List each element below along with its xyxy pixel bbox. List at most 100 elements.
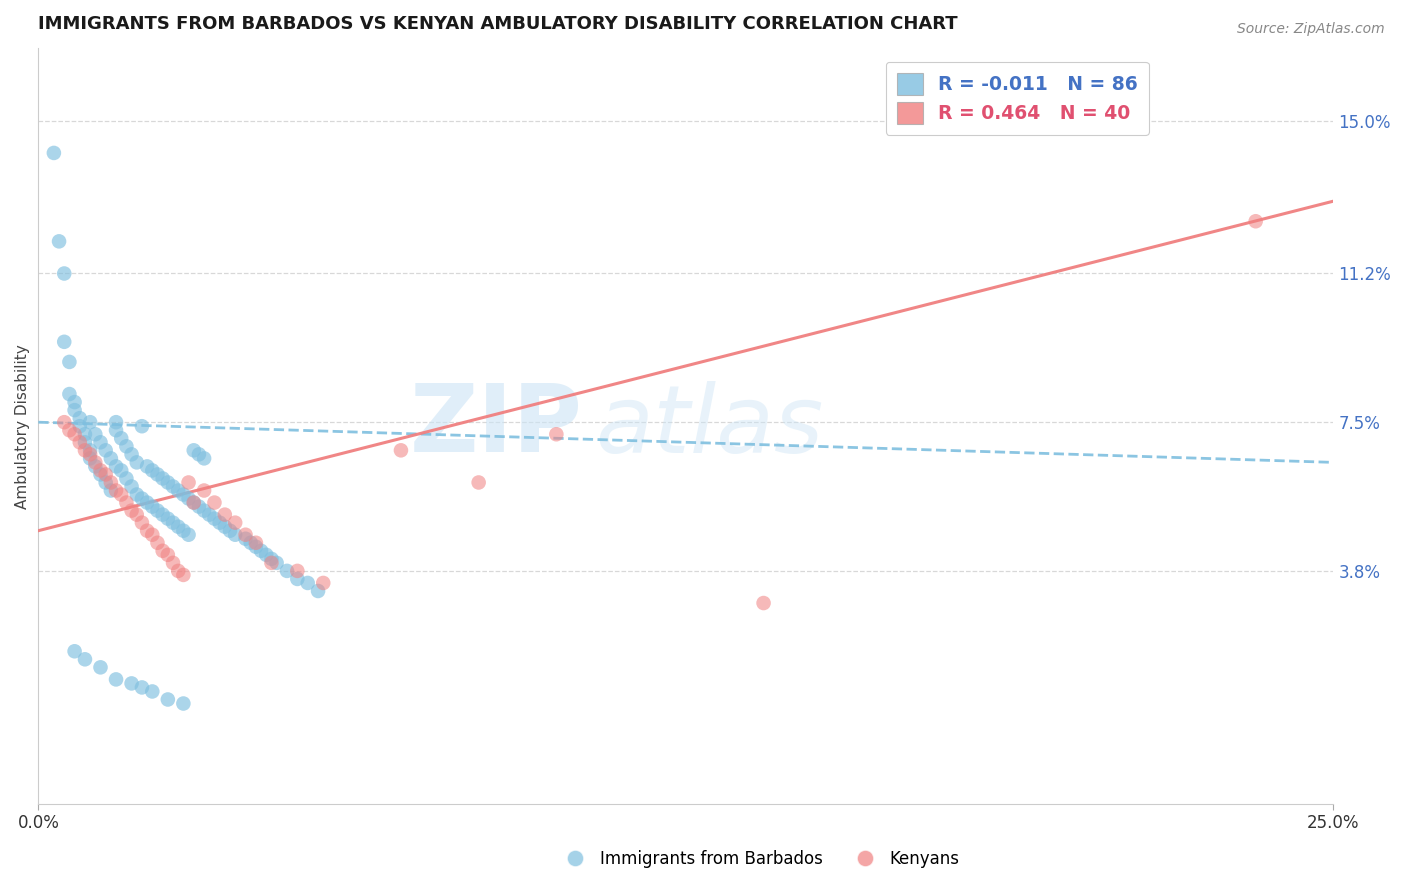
Point xyxy=(58,387,80,401)
Point xyxy=(276,564,298,578)
Point xyxy=(146,467,169,482)
Point xyxy=(177,491,200,506)
Point xyxy=(312,576,335,591)
Point xyxy=(162,479,184,493)
Point xyxy=(121,447,143,461)
Point xyxy=(125,487,148,501)
Point xyxy=(63,644,86,658)
Point xyxy=(219,524,242,538)
Point xyxy=(84,459,107,474)
Point xyxy=(115,439,138,453)
Point xyxy=(105,673,128,687)
Point xyxy=(63,427,86,442)
Point xyxy=(136,524,159,538)
Point xyxy=(115,495,138,509)
Point xyxy=(156,475,179,490)
Text: IMMIGRANTS FROM BARBADOS VS KENYAN AMBULATORY DISABILITY CORRELATION CHART: IMMIGRANTS FROM BARBADOS VS KENYAN AMBUL… xyxy=(38,15,957,33)
Point xyxy=(214,519,236,533)
Point xyxy=(167,519,190,533)
Legend: Immigrants from Barbados, Kenyans: Immigrants from Barbados, Kenyans xyxy=(553,844,966,875)
Point xyxy=(260,556,283,570)
Point xyxy=(63,403,86,417)
Point xyxy=(167,483,190,498)
Point xyxy=(53,415,76,429)
Point xyxy=(152,508,174,522)
Point xyxy=(214,508,236,522)
Point xyxy=(69,419,91,434)
Point xyxy=(48,235,70,249)
Point xyxy=(100,483,122,498)
Point xyxy=(146,503,169,517)
Point xyxy=(389,443,412,458)
Point xyxy=(208,516,231,530)
Point xyxy=(105,423,128,437)
Point xyxy=(94,475,117,490)
Point xyxy=(224,527,246,541)
Point xyxy=(121,479,143,493)
Point xyxy=(198,508,221,522)
Point xyxy=(146,535,169,549)
Point xyxy=(69,411,91,425)
Point xyxy=(131,491,153,506)
Y-axis label: Ambulatory Disability: Ambulatory Disability xyxy=(15,343,30,508)
Point xyxy=(467,475,489,490)
Point xyxy=(136,495,159,509)
Point xyxy=(42,145,65,160)
Point xyxy=(141,463,163,477)
Point xyxy=(177,475,200,490)
Point xyxy=(131,419,153,434)
Point xyxy=(297,576,319,591)
Text: Source: ZipAtlas.com: Source: ZipAtlas.com xyxy=(1237,22,1385,37)
Point xyxy=(136,459,159,474)
Point xyxy=(105,415,128,429)
Point xyxy=(121,503,143,517)
Point xyxy=(125,508,148,522)
Point xyxy=(73,443,96,458)
Point xyxy=(89,467,111,482)
Point xyxy=(89,660,111,674)
Point xyxy=(193,503,215,517)
Point xyxy=(239,535,262,549)
Point xyxy=(79,443,101,458)
Point xyxy=(156,548,179,562)
Point xyxy=(121,676,143,690)
Point xyxy=(245,540,267,554)
Point xyxy=(110,487,132,501)
Point xyxy=(172,697,194,711)
Point xyxy=(167,564,190,578)
Point xyxy=(204,511,226,525)
Point xyxy=(110,431,132,445)
Point xyxy=(266,556,288,570)
Point xyxy=(73,652,96,666)
Point xyxy=(79,415,101,429)
Point xyxy=(94,443,117,458)
Point xyxy=(193,483,215,498)
Point xyxy=(172,524,194,538)
Point xyxy=(58,355,80,369)
Point xyxy=(285,572,308,586)
Point xyxy=(183,495,205,509)
Point xyxy=(79,451,101,466)
Point xyxy=(58,423,80,437)
Point xyxy=(235,532,257,546)
Point xyxy=(752,596,775,610)
Point xyxy=(69,435,91,450)
Point xyxy=(94,467,117,482)
Text: ZIP: ZIP xyxy=(409,380,582,472)
Point xyxy=(187,500,209,514)
Point xyxy=(63,395,86,409)
Point xyxy=(187,447,209,461)
Point xyxy=(245,535,267,549)
Point xyxy=(285,564,308,578)
Point xyxy=(235,527,257,541)
Point xyxy=(131,516,153,530)
Point xyxy=(141,684,163,698)
Point xyxy=(115,471,138,485)
Point xyxy=(152,543,174,558)
Point xyxy=(100,451,122,466)
Point xyxy=(53,267,76,281)
Point xyxy=(79,447,101,461)
Point xyxy=(141,500,163,514)
Point xyxy=(183,495,205,509)
Point xyxy=(162,556,184,570)
